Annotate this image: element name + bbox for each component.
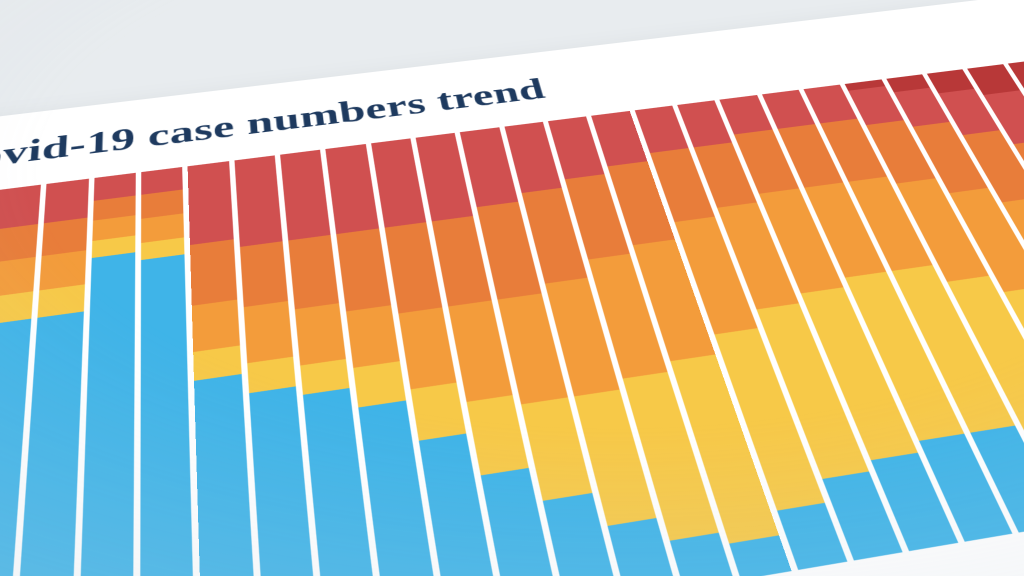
- bar: [140, 167, 196, 576]
- segment-dkorange: [288, 235, 339, 310]
- segment-dkorange: [240, 241, 288, 307]
- segment-red: [0, 185, 41, 230]
- segment-red: [188, 161, 233, 245]
- segment-orange: [346, 305, 399, 367]
- segment-dkorange: [190, 239, 237, 305]
- segment-dkorange: [336, 228, 390, 311]
- segment-red: [234, 155, 282, 246]
- segment-orange: [295, 303, 346, 365]
- segment-orange: [398, 307, 457, 389]
- segment-orange: [192, 299, 240, 351]
- segment-yellow: [410, 383, 466, 441]
- segment-orange: [243, 301, 293, 363]
- segment-red: [44, 179, 89, 224]
- segment-blue: [729, 535, 791, 576]
- scene: 26: Covid-19 case numbers trend 1520: [0, 0, 1024, 576]
- segment-blue: [670, 532, 735, 576]
- segment-red: [326, 144, 379, 234]
- paper-sheet: 26: Covid-19 case numbers trend 1520: [0, 0, 1024, 576]
- segment-red: [280, 150, 331, 241]
- segment-blue: [76, 252, 135, 576]
- segment-yellow: [466, 395, 529, 476]
- segment-blue: [140, 254, 196, 576]
